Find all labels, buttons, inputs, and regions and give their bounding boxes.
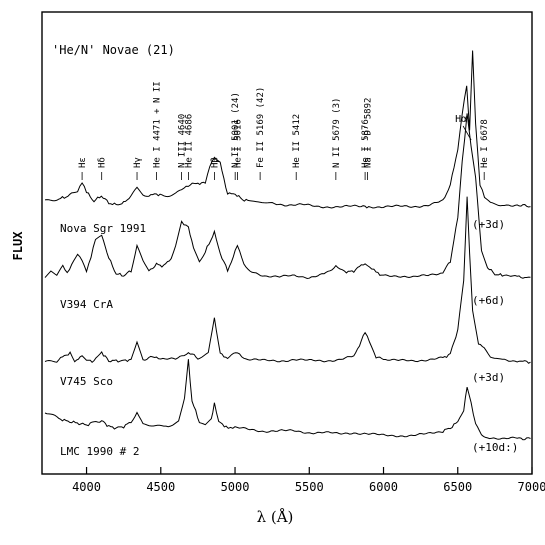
x-tick-label: 4500 (146, 480, 175, 494)
line-id-label: Hε (78, 157, 88, 168)
line-id-label: Na I 'D' 5892 (363, 98, 373, 168)
y-axis-label: FLUX (11, 231, 25, 261)
x-tick-label: 5500 (295, 480, 324, 494)
x-axis-ticks: 4000 4500 5000 5500 6000 6500 7000 (72, 467, 545, 494)
x-axis-label: λ (Å) (257, 508, 294, 526)
line-id-label: Hδ (98, 157, 108, 168)
line-id-label: Fe II 5169 (42) (256, 87, 266, 168)
plot-frame (41, 11, 533, 475)
chart-title: 'He/N' Novae (21) (52, 43, 175, 57)
line-id-label: N III 4640 (178, 114, 188, 168)
line-id-label: He I 5876 (361, 119, 371, 168)
series-epoch-label: (+3d) (472, 371, 505, 384)
spectrum-line (44, 50, 531, 209)
line-id-label: Hβ (210, 157, 220, 168)
line-id-label: He I 5016 (233, 119, 243, 168)
spectrum-line (44, 196, 531, 364)
line-id-label: N II 5679 (3) (332, 98, 342, 168)
line-id-label: He II 4686 (184, 114, 194, 168)
series-name-label: V745 Sco (60, 375, 113, 388)
x-tick-label: 7000 (518, 480, 545, 494)
series-name-label: LMC 1990 # 2 (60, 445, 139, 458)
x-tick-label: 6000 (369, 480, 398, 494)
line-id-label: He II 5412 (292, 114, 302, 168)
x-tick-label: 5000 (221, 480, 250, 494)
line-id-label: He I 4471 + N II (152, 81, 162, 168)
x-tick-label: 6500 (443, 480, 472, 494)
series-name-label: Nova Sgr 1991 (60, 222, 146, 235)
spectrum-line (44, 359, 531, 441)
spectra-series: Nova Sgr 1991 (+3d) V394 CrA (+6d) V745 Sco (… (44, 50, 531, 458)
series-epoch-label: (+6d) (472, 294, 505, 307)
series-epoch-label: (+3d) (472, 218, 505, 231)
series-name-label: V394 CrA (60, 298, 113, 311)
spectrum-line (44, 113, 531, 280)
x-tick-label: 4000 (72, 480, 101, 494)
series-epoch-label: (+10d:) (472, 441, 518, 454)
line-id-label: N II 5001 (24) (231, 92, 241, 168)
line-id-label: Hγ (133, 157, 143, 168)
line-id-label: He I 6678 (480, 119, 490, 168)
